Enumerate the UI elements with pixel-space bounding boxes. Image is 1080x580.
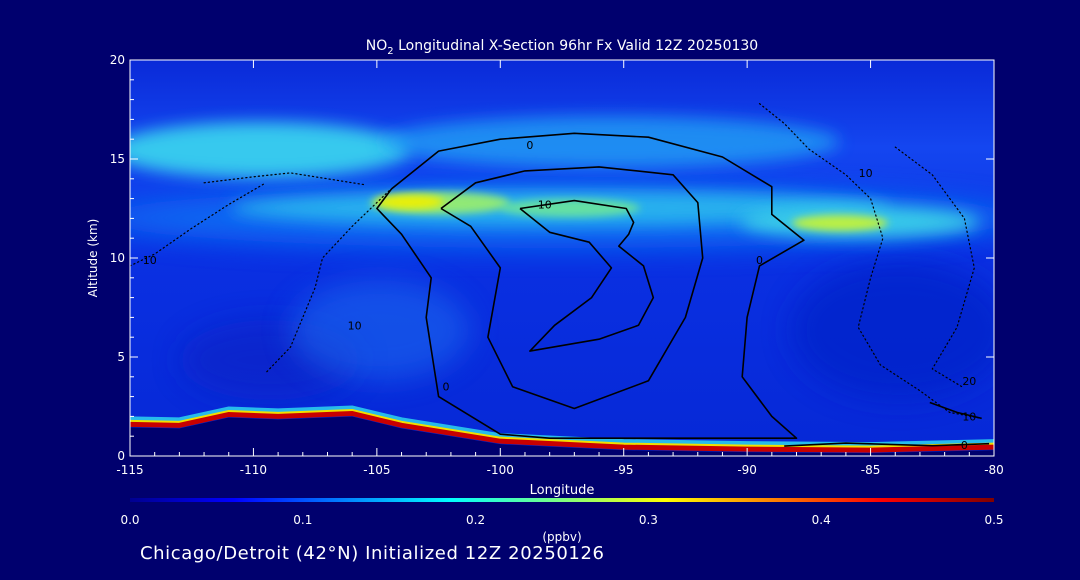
- y-tick-label: 5: [117, 350, 125, 364]
- x-axis: -115 -110 -105 -100 -95 -90 -85 -80: [116, 60, 1004, 477]
- contour-label-layer: 0 10 0 10 10 10 0 20 10 0: [143, 139, 977, 452]
- x-tick-label: -95: [614, 463, 634, 477]
- contour-label: 10: [348, 319, 362, 332]
- contour-label: 20: [962, 375, 976, 388]
- colorbar-tick-label: 0.2: [466, 513, 485, 527]
- colorbar-tick-label: 0.3: [639, 513, 658, 527]
- contour-line-10-dotted: [130, 182, 267, 267]
- contour-line-20-dotted: [894, 146, 975, 388]
- initialization-caption: Chicago/Detroit (42°N) Initialized 12Z 2…: [140, 543, 605, 564]
- contour-line-0-solid: [440, 166, 704, 410]
- x-tick-label: -80: [984, 463, 1004, 477]
- field-green-core: [500, 199, 640, 217]
- terrain-layer: [130, 405, 994, 456]
- x-tick-label: -110: [240, 463, 267, 477]
- field-cyan-low: [290, 280, 470, 380]
- colorbar-tick-label: 0.1: [293, 513, 312, 527]
- y-axis-label: Altitude (km): [86, 219, 100, 298]
- contour-label: 10: [538, 199, 552, 212]
- contour-label: 10: [962, 410, 976, 423]
- x-tick-label: -100: [487, 463, 514, 477]
- contour-line-10-dotted: [203, 172, 366, 186]
- y-axis: 0 5 10 15 20: [110, 53, 994, 463]
- colorbar-tick-label: 0.0: [120, 513, 139, 527]
- contour-label: 0: [961, 439, 968, 452]
- contour-label: 0: [756, 254, 763, 267]
- field-upper-cyan: [380, 116, 840, 168]
- y-tick-label: 10: [110, 251, 125, 265]
- title-rest: Longitudinal X-Section 96hr Fx Valid 12Z…: [394, 38, 759, 54]
- contour-label: 10: [143, 254, 157, 267]
- title-subscript: 2: [387, 46, 393, 57]
- colorbar-unit-label: (ppbv): [542, 530, 581, 544]
- y-tick-label: 15: [110, 152, 125, 166]
- colorbar-tick-label: 0.4: [812, 513, 831, 527]
- field-dark-patch: [790, 260, 994, 400]
- title-species: NO: [366, 38, 388, 54]
- contour-line-0-dotted: [265, 190, 390, 374]
- field-yellow-core: [376, 195, 444, 209]
- contour-line-10-dotted: [758, 102, 983, 419]
- x-tick-label: -85: [861, 463, 881, 477]
- plot-area: 0 10 0 10 10 10 0 20 10 0: [130, 60, 994, 456]
- x-axis-label: Longitude: [530, 483, 595, 498]
- terrain-ground: [130, 416, 994, 456]
- contour-label: 0: [442, 381, 449, 394]
- x-tick-label: -90: [737, 463, 757, 477]
- surface-cyan-band: [130, 405, 994, 447]
- y-tick-label: 20: [110, 53, 125, 67]
- concentration-field: [130, 116, 994, 400]
- x-tick-label: -105: [363, 463, 390, 477]
- colorbar-tick-label: 0.5: [984, 513, 1003, 527]
- field-green-core: [792, 215, 888, 231]
- colorbar-gradient: [130, 498, 994, 502]
- field-upper-cyan: [130, 122, 410, 178]
- chart-title: NO2 Longitudinal X-Section 96hr Fx Valid…: [366, 38, 758, 57]
- contour-line-0-solid: [376, 132, 805, 440]
- contour-line-10-solid: [519, 199, 655, 352]
- contour-label: 0: [526, 139, 533, 152]
- contour-label: 10: [859, 167, 873, 180]
- colorbar: 0.0 0.1 0.2 0.3 0.4 0.5 (ppbv): [120, 498, 1004, 544]
- x-tick-label: -115: [116, 463, 143, 477]
- y-tick-label: 0: [117, 449, 125, 463]
- colorbar-ticks: 0.0 0.1 0.2 0.3 0.4 0.5: [120, 513, 1003, 527]
- surface-red-band: [130, 410, 994, 453]
- contour-layer: [130, 102, 990, 447]
- contour-line-10-solid: [929, 401, 982, 420]
- contour-line-0-solid: [784, 442, 990, 447]
